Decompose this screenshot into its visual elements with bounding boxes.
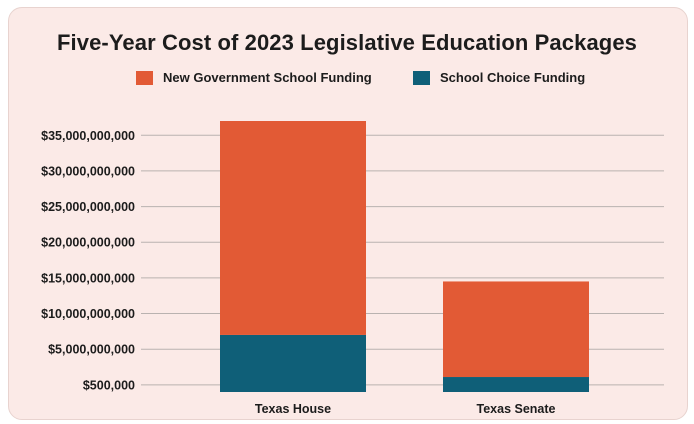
bar-new-government-school-funding-texas-house bbox=[220, 121, 366, 335]
legend-item-school-choice-funding: School Choice Funding bbox=[413, 70, 585, 85]
bar-school-choice-funding-texas-house bbox=[220, 334, 366, 392]
y-tick-label: $10,000,000,000 bbox=[41, 307, 135, 321]
legend-swatch-school-choice-funding bbox=[413, 70, 430, 85]
y-tick-label: $500,000 bbox=[83, 378, 135, 392]
y-tick-label: $30,000,000,000 bbox=[41, 164, 135, 178]
y-tick-label: $25,000,000,000 bbox=[41, 200, 135, 214]
y-tick-label: $5,000,000,000 bbox=[48, 343, 135, 357]
legend-label: School Choice Funding bbox=[440, 70, 586, 85]
x-category-label: Texas House bbox=[255, 402, 331, 416]
x-category-label: Texas Senate bbox=[477, 402, 556, 416]
legend-item-new-government-school-funding: New Government School Funding bbox=[136, 70, 372, 85]
y-tick-label: $35,000,000,000 bbox=[41, 129, 135, 143]
legend-label: New Government School Funding bbox=[163, 70, 372, 85]
bar-school-choice-funding-texas-senate bbox=[443, 377, 589, 392]
chart-legend: New Government School Funding School Cho… bbox=[0, 70, 694, 90]
legend-swatch-new-government-school-funding bbox=[136, 70, 153, 85]
y-tick-label: $20,000,000,000 bbox=[41, 236, 135, 250]
y-tick-label: $15,000,000,000 bbox=[41, 271, 135, 285]
chart-title: Five-Year Cost of 2023 Legislative Educa… bbox=[57, 30, 637, 55]
bar-new-government-school-funding-texas-senate bbox=[443, 281, 589, 378]
